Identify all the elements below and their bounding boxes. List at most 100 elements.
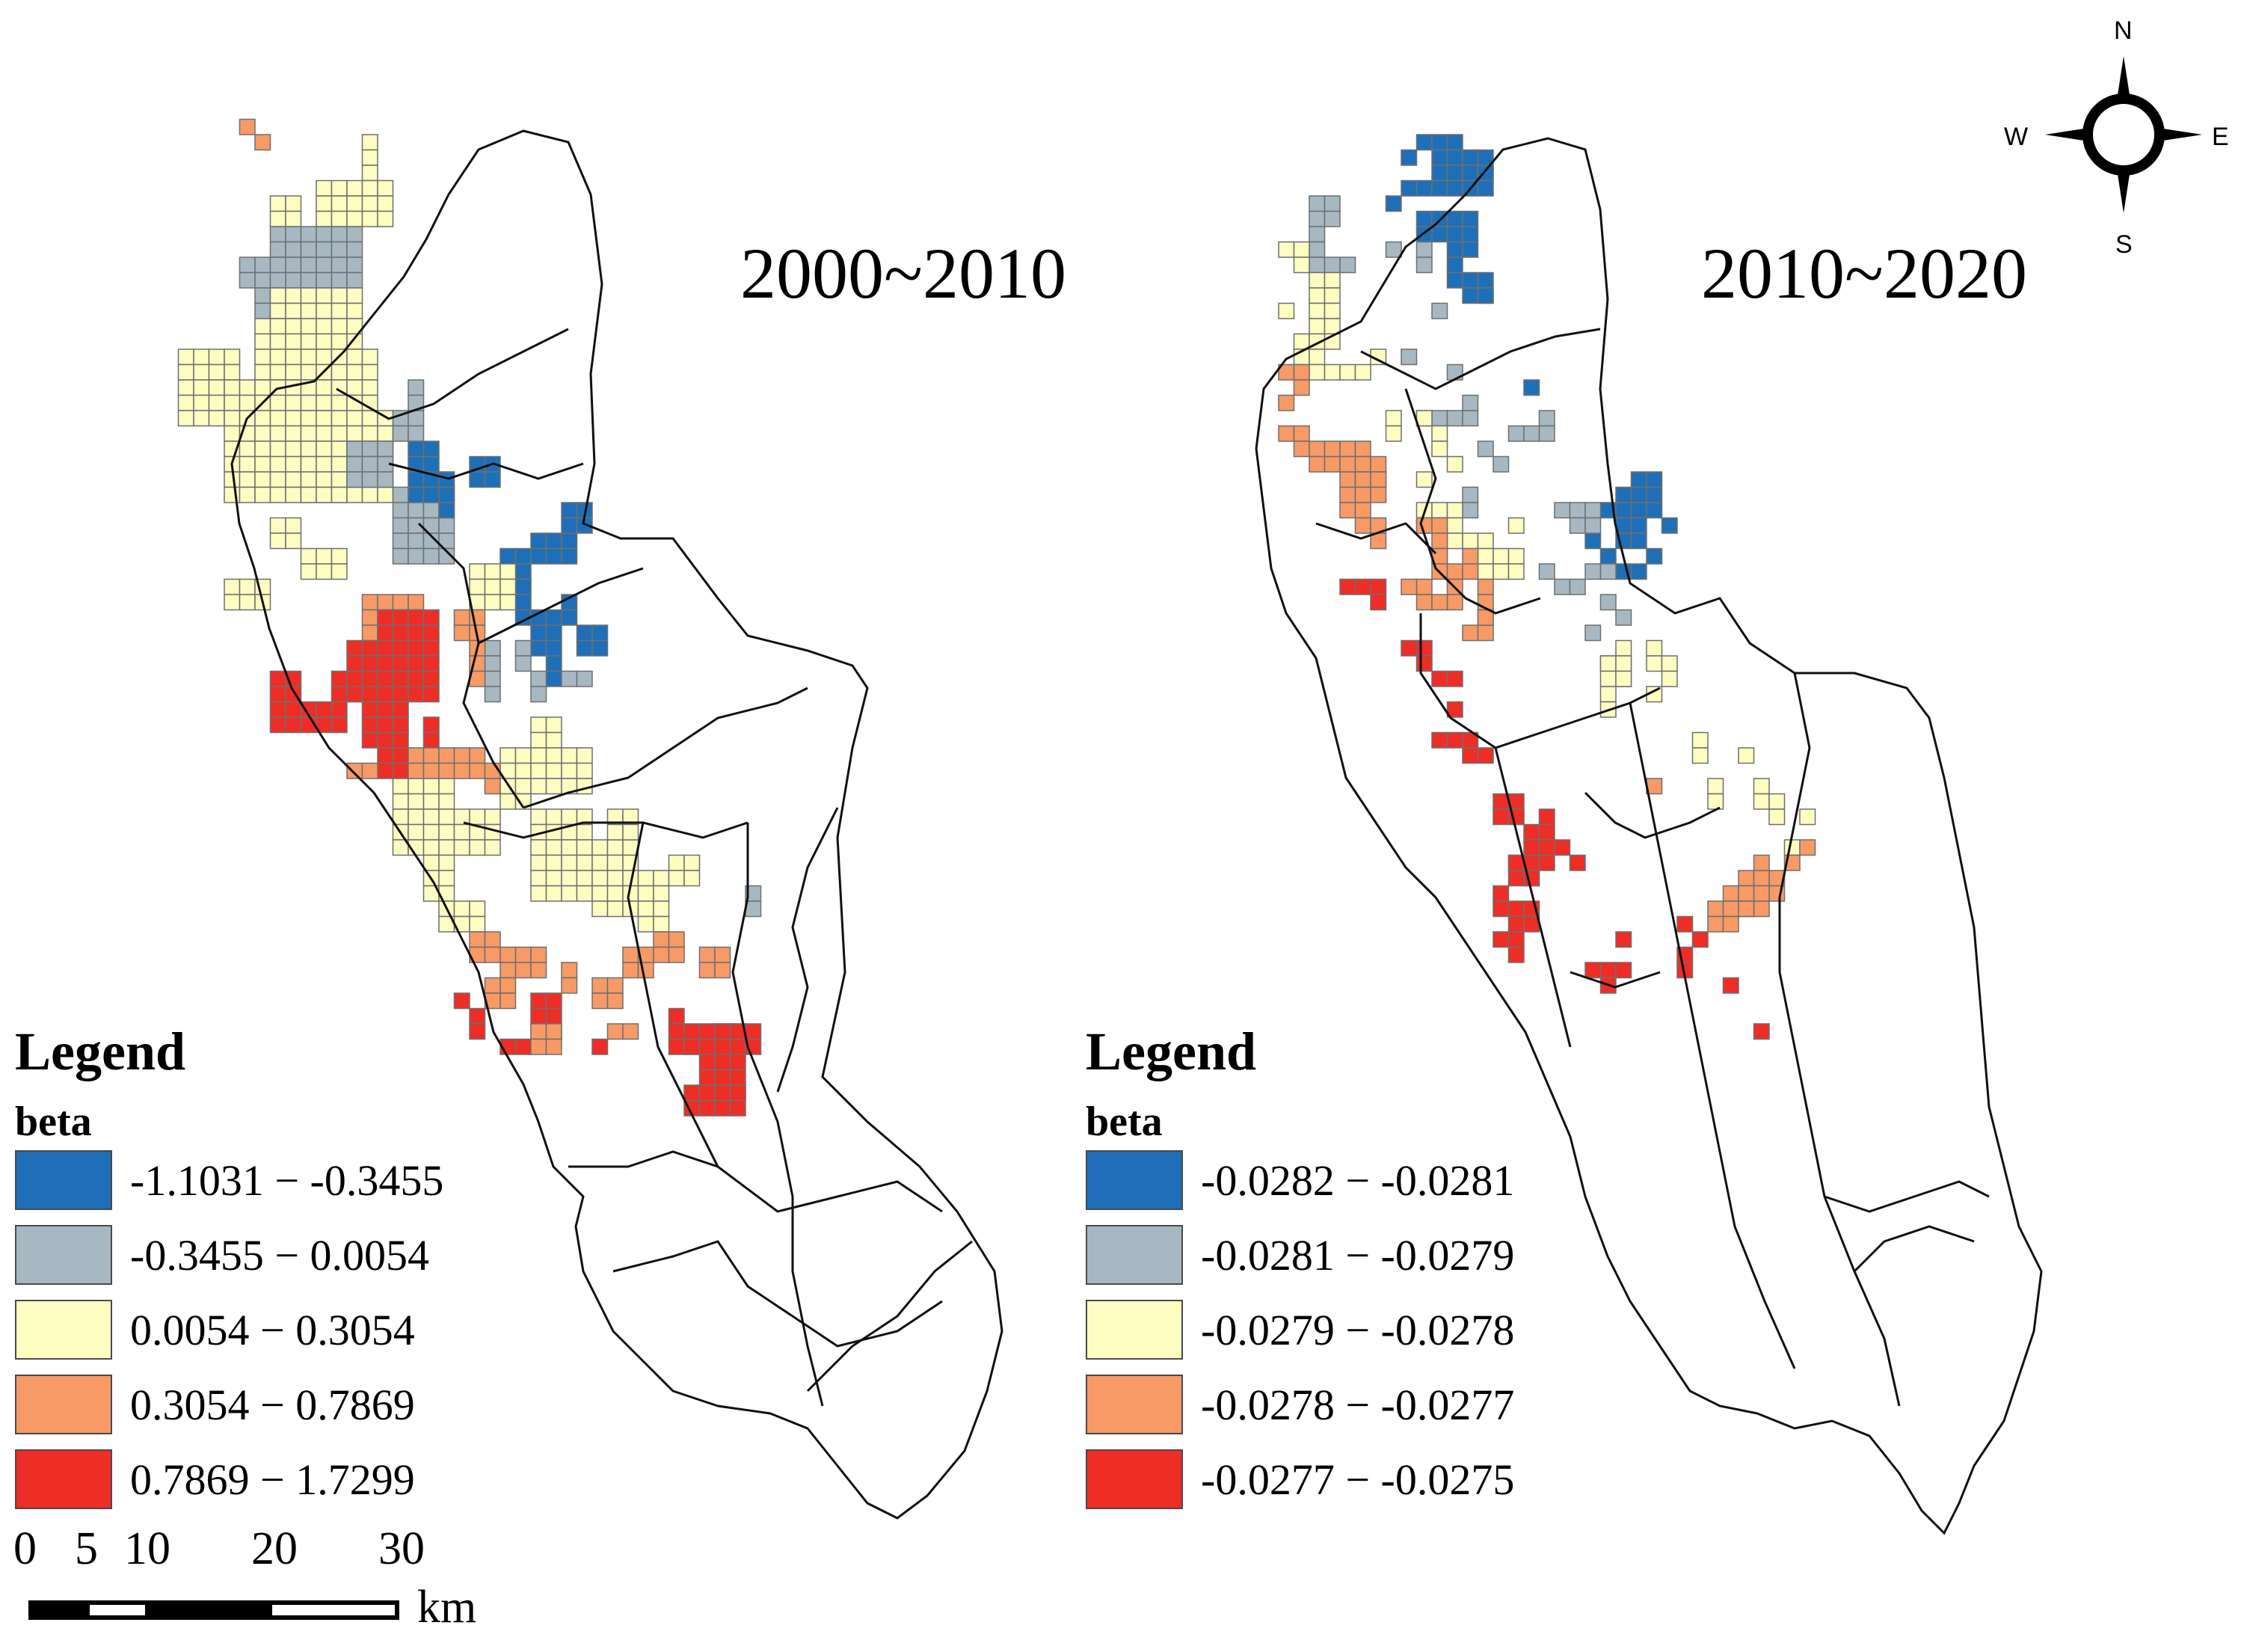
map2-grid-cell	[1354, 517, 1371, 534]
map1-grid-cell	[530, 1023, 547, 1040]
map2-grid-cell	[1415, 210, 1433, 227]
map1-grid-cell	[331, 440, 348, 458]
south-label: S	[2115, 230, 2133, 259]
map2-grid-cell	[1707, 915, 1724, 933]
map2-grid-cell	[1783, 839, 1801, 856]
map1-grid-cell	[729, 1084, 746, 1102]
map2-grid-cell	[1446, 226, 1463, 243]
map1-grid-cell	[269, 257, 286, 274]
map2-grid-cell	[1538, 839, 1555, 856]
map1-grid-cell	[698, 962, 716, 979]
map2-grid-cell	[1799, 808, 1816, 826]
map1-grid-cell	[545, 747, 562, 764]
map1-grid-cell	[377, 686, 394, 703]
scale-tick-label: 5	[75, 1523, 98, 1574]
map1-grid-cell	[561, 854, 578, 871]
map1-grid-cell	[316, 287, 333, 304]
map1-grid-cell	[316, 455, 333, 473]
map1-grid-cell	[408, 670, 425, 687]
map1-grid-cell	[300, 302, 317, 319]
map1-grid-cell	[331, 271, 348, 289]
map2-grid-cell	[1431, 440, 1448, 458]
map2-grid-cell	[1615, 639, 1632, 657]
map1-grid-cell	[346, 655, 363, 672]
map1-grid-cell	[269, 455, 286, 473]
map1-grid-cell	[254, 333, 271, 350]
map1-grid-cell	[698, 1054, 716, 1071]
map1-grid-cell	[576, 747, 593, 764]
map1-grid-cell	[530, 808, 547, 826]
legend-heading: Legend	[15, 1022, 186, 1081]
map1-grid-cell	[269, 410, 286, 427]
map1-grid-cell	[254, 471, 271, 488]
map1-grid-cell	[683, 870, 701, 887]
map2-grid-cell	[1584, 502, 1602, 519]
map1-grid-cell	[254, 486, 271, 503]
map1-grid-cell	[545, 655, 562, 672]
map1-grid-cell	[545, 885, 562, 902]
map2-grid-cell	[1370, 486, 1387, 503]
map1-grid-cell	[300, 363, 317, 381]
map1-grid-cell	[269, 348, 286, 366]
map1-grid-cell	[653, 931, 670, 948]
map1-grid-cell	[300, 471, 317, 488]
map1-grid-cell	[561, 517, 578, 534]
map2-grid-cell	[1401, 149, 1418, 166]
map1-grid-cell	[254, 257, 271, 274]
map1-grid-cell	[361, 670, 378, 687]
map1-grid-cell	[269, 333, 286, 350]
map1-grid-cell	[422, 655, 440, 672]
map2-grid-cell	[1431, 165, 1448, 182]
map2-grid-cell	[1569, 517, 1586, 534]
map1-grid-cell	[453, 624, 470, 642]
map1-grid-cell	[316, 333, 333, 350]
map1-grid-cell	[254, 348, 271, 366]
map1-grid-cell	[484, 670, 501, 687]
map1-grid-cell	[469, 1023, 486, 1040]
map2-grid-cell	[1507, 931, 1525, 948]
map1-grid-cell	[545, 808, 562, 826]
map1-grid-cell	[545, 532, 562, 550]
map1-grid-cell	[606, 870, 624, 887]
map1-grid-cell	[224, 594, 241, 611]
map1-grid-cell	[285, 241, 302, 258]
map1-grid-cell	[300, 394, 317, 411]
map1-grid-cell	[377, 655, 394, 672]
map1-grid-cell	[729, 1054, 746, 1071]
map2-grid-cell	[1722, 900, 1739, 918]
map1-grid-cell	[300, 547, 317, 565]
map1-grid-cell	[499, 747, 517, 764]
legend-field-name: beta	[1086, 1099, 1163, 1145]
map1-grid-cell	[300, 271, 317, 289]
map1-grid-cell	[545, 716, 562, 734]
map1-grid-cell	[377, 716, 394, 734]
map1-grid-cell	[346, 348, 363, 366]
map1-grid-cell	[224, 379, 241, 396]
map2-grid-cell	[1462, 563, 1479, 580]
map1-grid-cell	[377, 609, 394, 626]
map1-grid-cell	[392, 731, 409, 749]
map2-grid-cell	[1339, 502, 1356, 519]
map1-grid-cell	[254, 440, 271, 458]
map1-grid-cell	[239, 471, 256, 488]
map1-grid-cell	[514, 1038, 532, 1055]
map2-grid-cell	[1493, 455, 1510, 473]
map2-grid-cell	[1431, 517, 1448, 534]
scale-segment	[28, 1600, 90, 1620]
left-internal-line	[612, 1240, 943, 1348]
map2-grid-cell	[1309, 318, 1326, 335]
map1-grid-cell	[224, 425, 241, 442]
map1-grid-cell	[422, 747, 440, 764]
scale-segment	[268, 1600, 399, 1620]
map1-grid-cell	[224, 410, 241, 427]
map1-grid-cell	[346, 302, 363, 319]
right-internal-line	[1584, 791, 1721, 839]
map2-grid-cell	[1493, 885, 1510, 902]
map2-grid-cell	[1309, 195, 1326, 212]
map1-grid-cell	[576, 823, 593, 841]
map2-grid-cell	[1415, 257, 1433, 274]
map1-grid-cell	[745, 1023, 762, 1040]
map2-grid-cell	[1385, 195, 1402, 212]
left-outer-boundary	[230, 129, 1003, 1520]
map1-grid-cell	[269, 287, 286, 304]
